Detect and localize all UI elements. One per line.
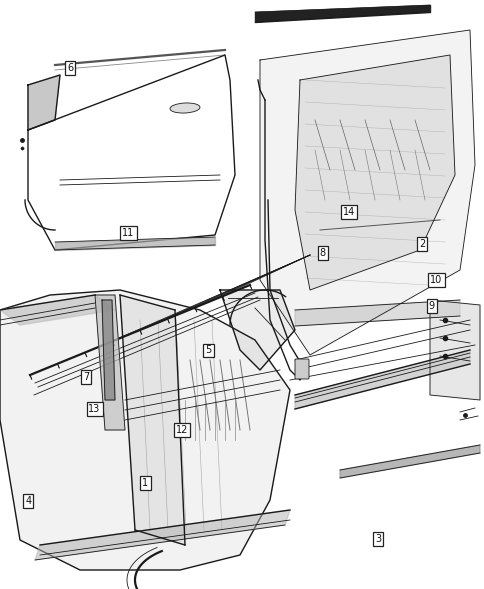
Text: 13: 13 [88,405,101,414]
Polygon shape [220,290,294,370]
Polygon shape [95,295,125,430]
Text: 1: 1 [142,478,148,488]
Text: 12: 12 [175,425,188,435]
Polygon shape [259,30,474,355]
Text: 11: 11 [122,228,135,237]
Polygon shape [28,75,60,130]
Text: 5: 5 [205,346,211,355]
Polygon shape [0,295,115,325]
Polygon shape [339,445,479,478]
Text: 6: 6 [67,63,73,72]
Polygon shape [0,290,289,570]
Text: 4: 4 [25,496,31,505]
Polygon shape [429,300,479,400]
Polygon shape [294,300,459,326]
Text: 9: 9 [428,302,434,311]
Polygon shape [294,55,454,290]
Text: 3: 3 [375,534,380,544]
Polygon shape [294,350,469,409]
Text: 8: 8 [319,249,325,258]
FancyBboxPatch shape [294,359,308,379]
Polygon shape [120,295,184,545]
Text: 2: 2 [418,240,424,249]
Polygon shape [102,300,115,400]
Text: 14: 14 [342,207,355,217]
Polygon shape [35,510,289,560]
Text: 7: 7 [83,372,89,382]
Ellipse shape [170,103,199,113]
Text: 10: 10 [429,275,442,284]
